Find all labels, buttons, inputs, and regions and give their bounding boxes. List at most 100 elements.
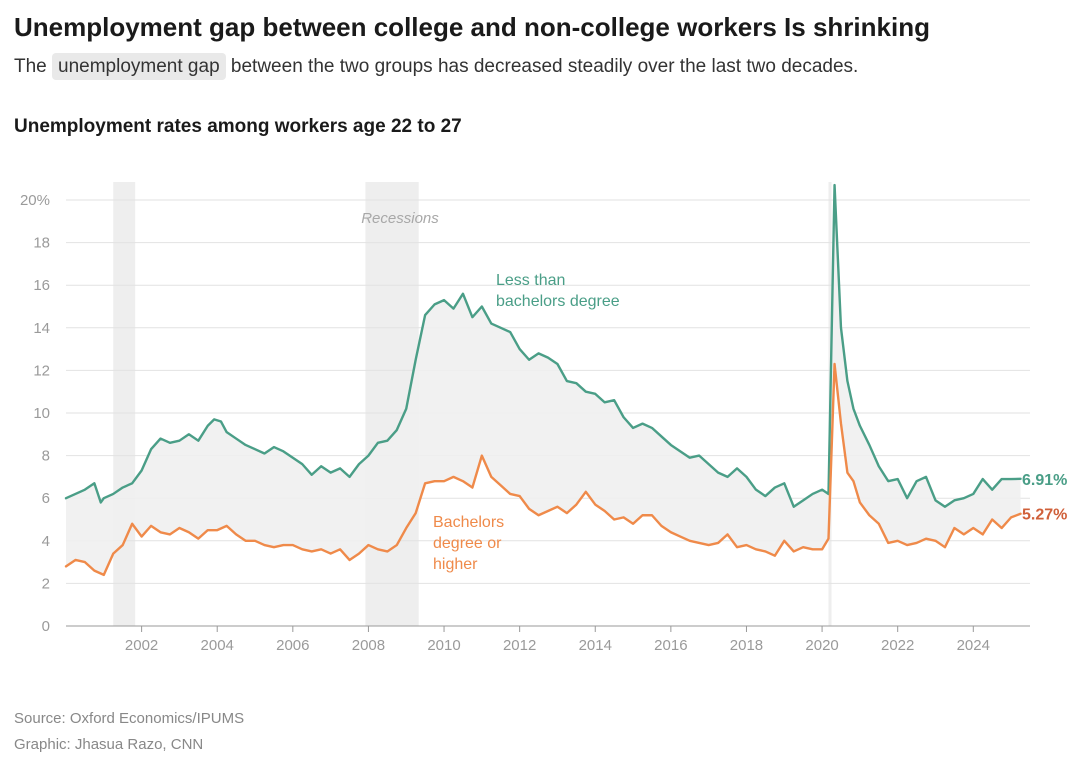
data-point	[509, 493, 511, 495]
y-tick-label: 2	[42, 575, 50, 592]
data-point	[481, 305, 483, 308]
y-tick-label: 8	[42, 448, 50, 465]
y-tick-label: 16	[33, 277, 50, 294]
data-point	[755, 548, 757, 550]
data-point	[852, 408, 855, 410]
data-point	[651, 427, 653, 429]
data-point	[585, 391, 587, 393]
data-point	[953, 499, 955, 501]
data-point	[698, 542, 700, 544]
data-point	[953, 527, 955, 529]
data-point	[623, 516, 625, 518]
data-point	[500, 327, 502, 329]
data-point	[1001, 527, 1003, 529]
data-point	[726, 533, 729, 536]
data-point	[424, 482, 426, 484]
subtitle-text-after: between the two groups has decreased ste…	[230, 56, 859, 77]
data-point	[717, 472, 719, 474]
data-point	[613, 518, 615, 521]
data-point	[103, 574, 105, 576]
data-point	[490, 476, 492, 478]
data-point	[859, 425, 861, 427]
data-point	[745, 476, 748, 478]
data-point	[651, 514, 653, 516]
data-point	[339, 467, 341, 469]
data-point	[670, 531, 672, 533]
x-tick-label: 2010	[427, 637, 460, 654]
data-point	[547, 510, 549, 512]
recession-label: Recessions	[361, 210, 439, 227]
data-point	[433, 303, 436, 305]
data-point	[519, 348, 521, 350]
data-point	[367, 455, 370, 457]
data-point	[159, 437, 162, 440]
data-point	[216, 529, 218, 531]
data-point	[698, 455, 700, 457]
data-point	[254, 448, 256, 450]
data-point	[566, 512, 568, 514]
data-point	[377, 442, 379, 444]
data-point	[396, 429, 398, 431]
data-point	[925, 538, 927, 540]
data-point	[84, 561, 86, 563]
data-point	[150, 525, 152, 527]
data-point	[424, 314, 426, 316]
data-point	[897, 540, 899, 542]
data-point	[915, 480, 918, 482]
data-point	[604, 401, 606, 403]
data-point	[471, 316, 473, 318]
data-point	[833, 184, 836, 186]
data-point	[122, 486, 124, 489]
data-point	[131, 482, 133, 484]
data-point	[415, 512, 417, 514]
data-point	[812, 548, 814, 550]
data-point	[150, 448, 152, 450]
data-point	[103, 497, 105, 499]
data-point	[509, 331, 511, 333]
x-tick-label: 2012	[503, 637, 536, 654]
x-tick-label: 2014	[579, 637, 612, 654]
data-point	[717, 542, 719, 544]
data-point	[537, 352, 540, 354]
data-point	[519, 495, 521, 497]
data-point	[131, 523, 133, 525]
data-point	[915, 542, 918, 544]
data-point	[793, 550, 795, 553]
data-point	[660, 525, 663, 527]
data-point	[443, 480, 445, 482]
data-point	[330, 552, 332, 555]
data-point	[122, 544, 124, 546]
data-point	[963, 533, 965, 536]
data-point	[254, 540, 256, 542]
data-point	[197, 538, 199, 540]
data-point	[764, 550, 766, 553]
end-label-less-than-bachelors: 6.91%	[1022, 472, 1067, 489]
data-point	[859, 501, 861, 504]
y-tick-label: 4	[42, 533, 50, 550]
data-point	[178, 527, 181, 529]
data-point	[689, 540, 691, 542]
data-point	[556, 506, 559, 508]
data-point	[972, 527, 974, 529]
data-point	[963, 497, 965, 499]
data-point	[1001, 478, 1003, 480]
data-point	[188, 433, 190, 435]
data-point	[934, 499, 937, 501]
data-point	[827, 493, 830, 495]
y-tick-label: 12	[33, 362, 50, 379]
data-point	[982, 478, 984, 480]
x-tick-label: 2022	[881, 637, 914, 654]
y-tick-label: 14	[33, 320, 50, 337]
data-point	[982, 533, 984, 536]
subtitle-highlight: unemployment gap	[52, 53, 226, 80]
end-label-bachelors-or-higher: 5.27%	[1022, 507, 1067, 524]
y-tick-label: 10	[33, 405, 50, 422]
data-point	[452, 308, 455, 310]
data-point	[320, 548, 322, 550]
data-point	[367, 544, 370, 546]
data-point	[708, 463, 710, 465]
page-subtitle: The unemployment gap between the two gro…	[14, 53, 859, 80]
line-chart: 0 2 4 6 8 10 12 14 16 18 20% 2002 2004 2006 2008 2010 20…	[20, 182, 1067, 654]
data-point	[594, 503, 596, 506]
data-point	[821, 489, 823, 491]
